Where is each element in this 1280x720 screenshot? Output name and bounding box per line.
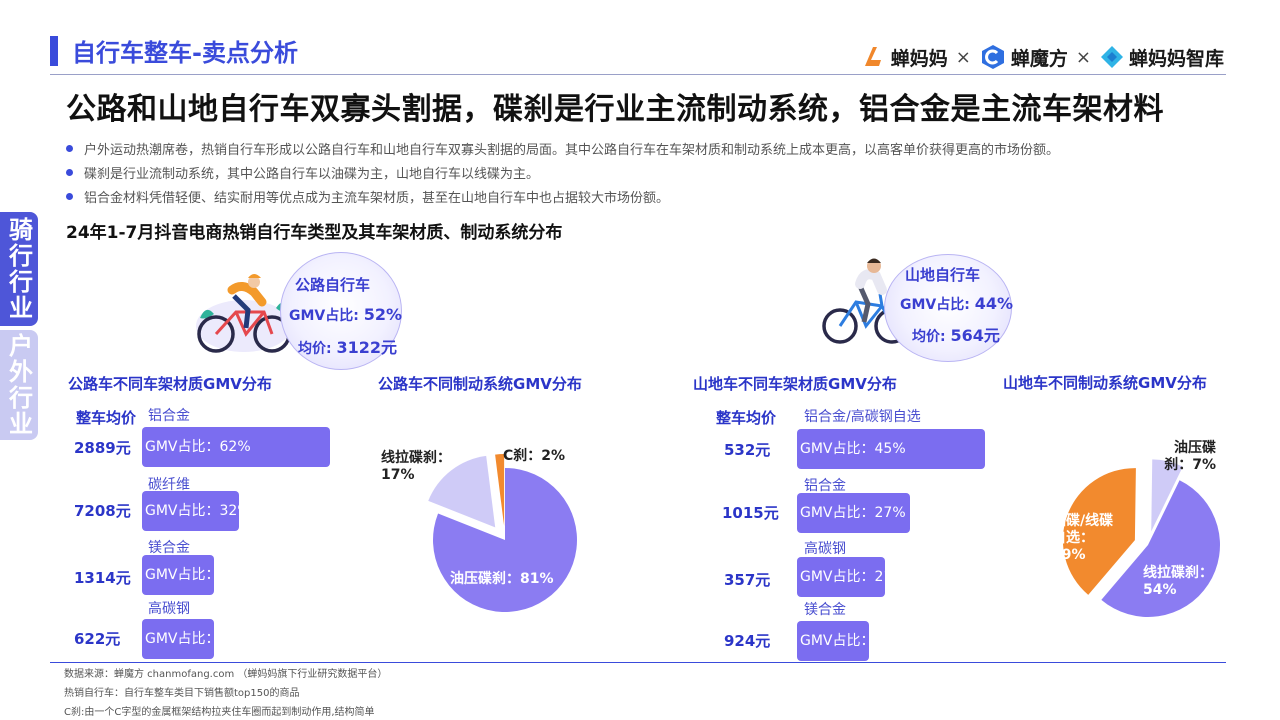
mountain-bike-summary-circle bbox=[884, 254, 1012, 362]
road-bike-summary-circle bbox=[280, 252, 402, 370]
mountain-bike-price-value: 564元 bbox=[950, 326, 1000, 345]
road-bike-gmv-label: GMV占比: bbox=[289, 308, 359, 324]
mtb-brake-pie-label: 油压碟刹：7% bbox=[1164, 440, 1216, 473]
bullet-dot bbox=[66, 192, 73, 200]
road-brake-pie-chart bbox=[428, 454, 577, 612]
road-frame-category-label: 镁合金 bbox=[148, 540, 190, 556]
mtb-frame-category-label: 高碳钢 bbox=[804, 541, 846, 557]
chanmofang-logo-text: 蝉魔方 bbox=[1010, 47, 1068, 70]
bullet-dot bbox=[66, 144, 73, 152]
mountain-bike-name: 山地自行车 bbox=[905, 266, 981, 284]
chanmofang-logo: 蝉魔方 bbox=[979, 43, 1068, 71]
mountain-bike-price-label: 均价: bbox=[912, 329, 946, 345]
road-frame-bar: GMV占比：32% bbox=[142, 491, 251, 531]
road-frame-category-label: 碳纤维 bbox=[148, 477, 190, 493]
footnote-c-brake: C刹:由一个C字型的金属框架结构拉夹住车圈而起到制动作用,结构简单 bbox=[64, 707, 375, 718]
road-bike-price-value: 3122元 bbox=[336, 338, 398, 357]
road-brake-pie-label: 油压碟刹：81% bbox=[450, 571, 554, 587]
mtb-frame-category-label: 铝合金/高碳钢自选 bbox=[804, 409, 921, 425]
mtb-frame-avg-price: 357元 bbox=[724, 571, 771, 589]
road-brake-pie-label: 线拉碟刹：17% bbox=[381, 450, 451, 483]
mtb-brake-slice bbox=[1151, 459, 1183, 532]
bullet-text: 户外运动热潮席卷，热销自行车形成以公路自行车和山地自行车双寡头割据的局面。其中公… bbox=[84, 142, 1060, 158]
chanmama-zhiku-logo: 蝉妈妈智库 bbox=[1099, 44, 1224, 71]
mtb-brake-slice bbox=[1101, 480, 1220, 617]
logo-separator: × bbox=[955, 46, 971, 68]
side-tab-cycling[interactable]: 骑行行业 bbox=[0, 212, 38, 326]
zhiku-logo-text: 蝉妈妈智库 bbox=[1128, 47, 1224, 70]
footnote-definition: 热销自行车：自行车整车类目下销售额top150的商品 bbox=[64, 688, 300, 699]
mountain-bike-price: 均价: 564元 bbox=[912, 322, 1000, 346]
mtb-brake-pie-label: 油碟/线碟自选：39% bbox=[1052, 513, 1114, 563]
road-frame-category-label: 高碳钢 bbox=[148, 601, 190, 617]
zhiku-logo-icon bbox=[1100, 46, 1123, 68]
mtb-frame-category-label: 铝合金 bbox=[804, 478, 846, 494]
mtb-frame-avg-price: 1015元 bbox=[722, 504, 779, 522]
mountain-bike-gmv-label: GMV占比: bbox=[900, 297, 970, 313]
road-frame-category-label: 铝合金 bbox=[148, 408, 190, 424]
chanmama-logo-text: 蝉妈妈 bbox=[890, 47, 948, 70]
road-cyclist-illustration bbox=[196, 274, 292, 353]
footnote-source: 数据来源：蝉魔方 chanmofang.com （蝉妈妈旗下行业研究数据平台） bbox=[64, 669, 388, 680]
chanmama-logo-icon bbox=[864, 47, 881, 66]
bullet-item: 户外运动热潮席卷，热销自行车形成以公路自行车和山地自行车双寡头割据的局面。其中公… bbox=[66, 136, 1216, 160]
mtb-brake-pie-chart bbox=[1062, 459, 1220, 617]
page-headline: 公路和山地自行车双寡头割据，碟刹是行业主流制动系统，铝合金是主流车架材料 bbox=[66, 92, 1164, 127]
chanmofang-logo-icon bbox=[981, 45, 1004, 69]
header-divider bbox=[50, 74, 1226, 75]
road-frame-avg-price: 1314元 bbox=[74, 569, 131, 587]
chanmama-logo: 蝉妈妈 bbox=[861, 44, 948, 71]
road-brake-pie-label: C刹：2% bbox=[503, 448, 566, 464]
mtb-frame-bar: GMV占比：45% bbox=[797, 429, 985, 469]
mountain-bike-gmv: GMV占比: 44% bbox=[900, 294, 1013, 314]
road-frame-bar: GMV占比：2% bbox=[142, 619, 242, 659]
mtb-frame-bar: GMV占比：7% bbox=[797, 621, 897, 661]
mtb-frame-bar: GMV占比：21% bbox=[797, 557, 906, 597]
section-accent-bar bbox=[50, 36, 58, 66]
mtb-brake-chart-title: 山地车不同制动系统GMV分布 bbox=[1003, 374, 1207, 392]
road-bike-gmv-value: 52% bbox=[363, 305, 403, 324]
road-frame-avg-price: 2889元 bbox=[74, 439, 131, 457]
road-bike-gmv: GMV占比: 52% bbox=[289, 305, 402, 325]
mountain-bike-gmv-value: 44% bbox=[974, 294, 1014, 313]
mtb-frame-category-label: 镁合金 bbox=[804, 602, 846, 618]
road-bike-price: 均价: 3122元 bbox=[298, 334, 397, 358]
road-brake-slice bbox=[433, 468, 577, 612]
road-frame-bar: GMV占比：62% bbox=[142, 427, 330, 467]
road-bike-name: 公路自行车 bbox=[295, 276, 371, 294]
bullet-text: 铝合金材料凭借轻便、结实耐用等优点成为主流车架材质，甚至在山地自行车中也占据较大… bbox=[84, 190, 670, 206]
bullet-dot bbox=[66, 168, 73, 176]
mtb-avg-price-header: 整车均价 bbox=[716, 409, 777, 427]
summary-bullets: 户外运动热潮席卷，热销自行车形成以公路自行车和山地自行车双寡头割据的局面。其中公… bbox=[66, 136, 1216, 208]
mtb-frame-chart-title: 山地车不同车架材质GMV分布 bbox=[693, 375, 897, 393]
road-frame-avg-price: 622元 bbox=[74, 630, 121, 648]
road-brake-slice bbox=[495, 454, 505, 527]
road-brake-slice bbox=[428, 455, 496, 528]
mtb-frame-bar: GMV占比：27% bbox=[797, 493, 910, 533]
mtb-brake-pie-label: 线拉碟刹：54% bbox=[1143, 565, 1213, 598]
mtb-frame-avg-price: 924元 bbox=[724, 632, 771, 650]
road-frame-chart-title: 公路车不同车架材质GMV分布 bbox=[68, 375, 272, 393]
road-frame-avg-price: 7208元 bbox=[74, 502, 131, 520]
logo-separator-2: × bbox=[1075, 46, 1091, 68]
bullet-text: 碟刹是行业流制动系统，其中公路自行车以油碟为主，山地自行车以线碟为主。 bbox=[84, 166, 540, 182]
mtb-frame-avg-price: 532元 bbox=[724, 441, 771, 459]
chart-subtitle: 24年1-7月抖音电商热销自行车类型及其车架材质、制动系统分布 bbox=[66, 223, 563, 243]
footer-divider bbox=[50, 662, 1226, 663]
brand-logos: 蝉妈妈 × 蝉魔方 × 蝉妈妈智库 bbox=[861, 40, 1224, 74]
section-title: 自行车整车-卖点分析 bbox=[72, 39, 298, 67]
mtb-brake-slice bbox=[1062, 468, 1136, 595]
bullet-item: 铝合金材料凭借轻便、结实耐用等优点成为主流车架材质，甚至在山地自行车中也占据较大… bbox=[66, 184, 1216, 208]
bullet-item: 碟刹是行业流制动系统，其中公路自行车以油碟为主，山地自行车以线碟为主。 bbox=[66, 160, 1216, 184]
road-frame-bar: GMV占比：5% bbox=[142, 555, 242, 595]
road-avg-price-header: 整车均价 bbox=[76, 409, 137, 427]
road-brake-chart-title: 公路车不同制动系统GMV分布 bbox=[378, 375, 582, 393]
road-bike-price-label: 均价: bbox=[298, 341, 332, 357]
side-tab-outdoor[interactable]: 户外行业 bbox=[0, 330, 38, 440]
